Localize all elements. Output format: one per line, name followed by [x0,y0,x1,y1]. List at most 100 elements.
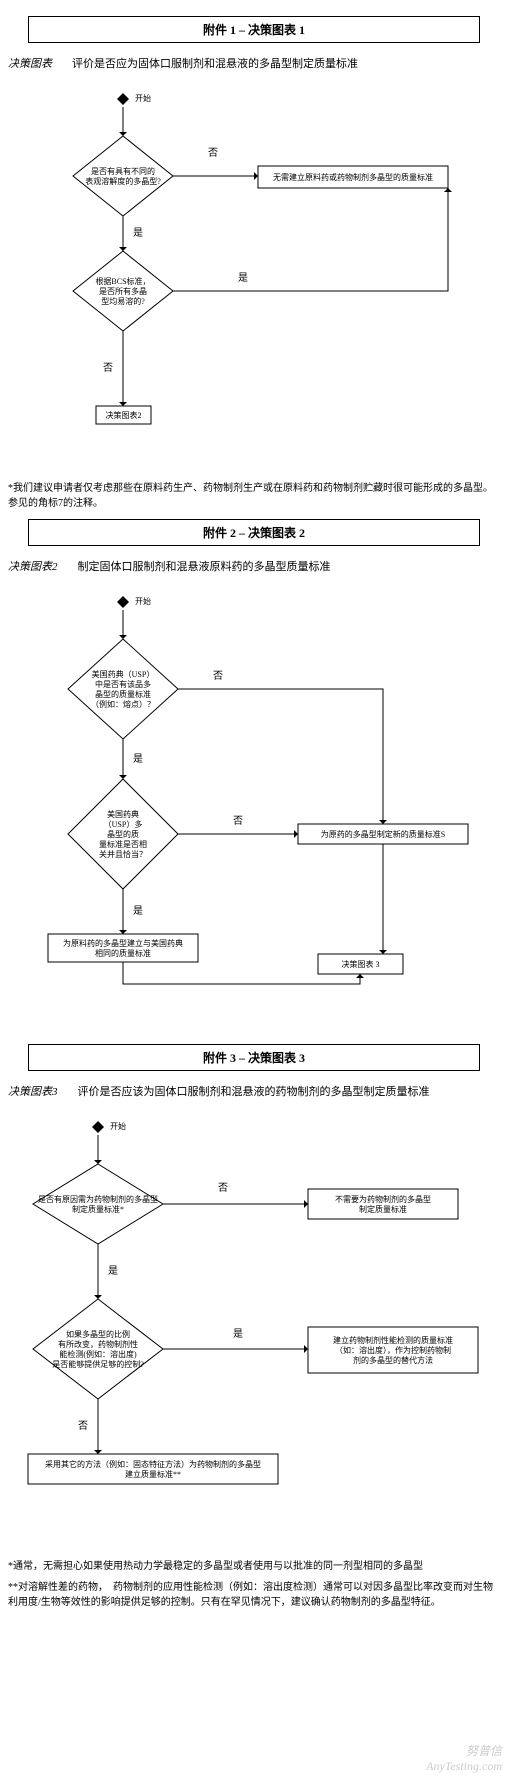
footnote: *我们建议申请者仅考虑那些在原料药生产、药物制剂生产或在原料药和药物制剂贮藏时很… [8,481,500,511]
node-r2c: 决策图表 3 [318,954,403,974]
edge: 否 [163,1182,308,1208]
section-label: 决策图表2 [8,558,58,574]
svg-text:美国药典: 美国药典 [107,809,139,819]
svg-text:为原药的多晶型制定新的质量标准S: 为原药的多晶型制定新的质量标准S [321,829,445,839]
svg-text:开始: 开始 [135,93,151,103]
svg-text:表观溶解度的多晶型?: 表观溶解度的多晶型? [85,176,161,186]
section-subtitle: 评价是否应为固体口服制剂和混悬液的多晶型制定质量标准 [72,55,358,71]
section-header: 附件 3 – 决策图表 3 [28,1044,480,1071]
svg-text:是: 是 [133,905,143,917]
edge [94,1135,102,1164]
svg-text:是: 是 [133,753,143,765]
watermark-line: AnyTesting.com [426,1759,502,1773]
node-r3b: 建立药物制剂性能检测的质量标准（如：溶出度），作为控制药物制剂的多晶型的替代方法 [308,1327,478,1373]
edge: 是 [119,739,143,779]
flowchart-1: 否是是否开始是否有具有不同的表观溶解度的多晶型?无需建立原料药或药物制剂多晶型的… [8,81,496,461]
svg-text:（如：溶出度），作为控制药物制: （如：溶出度），作为控制药物制 [335,1345,451,1355]
svg-text:决策图表 3: 决策图表 3 [342,959,380,969]
svg-text:是否所有多晶: 是否所有多晶 [99,286,147,296]
edge: 是 [94,1244,118,1299]
subtitle-row: 决策图表 评价是否应为固体口服制剂和混悬液的多晶型制定质量标准 [8,55,500,71]
flowchart-3: 否是是否开始是否有原因需为药物制剂的多晶型制定质量标准*不需要为药物制剂的多晶型… [8,1109,496,1539]
svg-text:晶型的质量标准: 晶型的质量标准 [95,689,151,699]
svg-text:否: 否 [213,670,223,682]
subtitle-row: 决策图表3 评价是否应该为固体口服制剂和混悬液的药物制剂的多晶型制定质量标准 [8,1083,500,1099]
svg-text:决策图表2: 决策图表2 [106,410,142,420]
svg-text:有所改变，药物制剂性: 有所改变，药物制剂性 [58,1339,138,1349]
edge: 是 [163,1328,308,1353]
svg-text:是否有原因需为药物制剂的多晶型: 是否有原因需为药物制剂的多晶型 [38,1194,158,1204]
section-2: 附件 2 – 决策图表 2 决策图表2 制定固体口服制剂和混悬液原料药的多晶型质量标… [8,519,500,1024]
svg-text:制定质量标准*: 制定质量标准* [72,1204,124,1214]
node-start2: 开始 [117,596,151,608]
subtitle-row: 决策图表2 制定固体口服制剂和混悬液原料药的多晶型质量标准 [8,558,500,574]
svg-text:根据BCS标准，: 根据BCS标准， [95,276,150,286]
edge: 是 [119,216,143,251]
svg-text:关并且恰当？: 关并且恰当？ [99,849,147,859]
svg-text:（USP）多: （USP）多 [104,819,143,829]
section-header: 附件 1 – 决策图表 1 [28,16,480,43]
chart-container: 否是是否开始是否有具有不同的表观溶解度的多晶型?无需建立原料药或药物制剂多晶型的… [8,81,500,461]
svg-text:否: 否 [78,1420,88,1432]
svg-text:如果多晶型的比例: 如果多晶型的比例 [66,1329,130,1339]
svg-text:采用其它的方法（例如：固态特征方法）为药物制剂的多晶型: 采用其它的方法（例如：固态特征方法）为药物制剂的多晶型 [45,1459,261,1469]
section-subtitle: 评价是否应该为固体口服制剂和混悬液的药物制剂的多晶型制定质量标准 [78,1083,430,1099]
node-d1a: 是否有具有不同的表观溶解度的多晶型? [73,136,173,216]
node-d2b: 美国药典（USP）多晶型的质量标准是否相关并且恰当？ [68,779,178,889]
svg-text:量标准是否相: 量标准是否相 [99,839,147,849]
svg-text:建立药物制剂性能检测的质量标准: 建立药物制剂性能检测的质量标准 [333,1335,453,1345]
section-1: 附件 1 – 决策图表 1 决策图表 评价是否应为固体口服制剂和混悬液的多晶型制定质… [8,16,500,511]
node-r3c: 采用其它的方法（例如：固态特征方法）为药物制剂的多晶型建立质量标准** [28,1454,278,1484]
svg-text:为原料药的多晶型建立与美国药典: 为原料药的多晶型建立与美国药典 [63,938,183,948]
footnote: *通常，无需担心如果使用热动力学最稳定的多晶型或者使用与以批准的同一剂型相同的多… [8,1559,500,1574]
edge [119,107,127,136]
svg-text:不需要为药物制剂的多晶型: 不需要为药物制剂的多晶型 [335,1194,431,1204]
edge: 是 [173,188,452,291]
section-subtitle: 制定固体口服制剂和混悬液原料药的多晶型质量标准 [78,558,331,574]
node-r2a: 为原药的多晶型制定新的质量标准S [298,824,468,844]
flowchart-2: 否是否是开始美国药典（USP）中是否有该品多晶型的质量标准（例如：熔点）？美国药… [8,584,496,1024]
watermark-line: 努普信 [426,1744,502,1758]
node-r2b: 为原料药的多晶型建立与美国药典相同的质量标准 [48,934,198,962]
section-3: 附件 3 – 决策图表 3 决策图表3 评价是否应该为固体口服制剂和混悬液的药物制剂… [8,1044,500,1574]
svg-text:剂的多晶型的替代方法: 剂的多晶型的替代方法 [353,1355,433,1365]
svg-text:建立质量标准**: 建立质量标准** [125,1469,181,1479]
section-header: 附件 2 – 决策图表 2 [28,519,480,546]
svg-text:晶型的质: 晶型的质 [107,829,139,839]
node-r1b: 决策图表2 [96,406,151,424]
svg-text:能检测(例如：溶出度): 能检测(例如：溶出度) [59,1349,137,1359]
svg-text:是否有具有不同的: 是否有具有不同的 [91,166,155,176]
svg-text:是否能够提供足够的控制?: 是否能够提供足够的控制? [52,1359,144,1369]
svg-text:中是否有该品多: 中是否有该品多 [95,679,151,689]
edge: 否 [103,331,127,406]
node-r1a: 无需建立原料药或药物制剂多晶型的质量标准 [258,166,448,188]
edge: 否 [178,670,387,824]
node-d1b: 根据BCS标准，是否所有多晶型均易溶的? [73,251,173,331]
node-d2a: 美国药典（USP）中是否有该品多晶型的质量标准（例如：熔点）？ [68,639,178,739]
svg-text:型均易溶的?: 型均易溶的? [101,296,145,306]
svg-text:是: 是 [133,227,143,239]
svg-text:是: 是 [233,1328,243,1340]
edge: 否 [78,1399,102,1454]
svg-text:开始: 开始 [135,596,151,606]
watermark: 努普信AnyTesting.com [426,1744,502,1773]
section-label: 决策图表3 [8,1083,58,1099]
node-d3a: 是否有原因需为药物制剂的多晶型制定质量标准* [33,1164,163,1244]
svg-text:（例如：熔点）？: （例如：熔点）？ [91,699,155,709]
edge [119,610,127,639]
svg-text:无需建立原料药或药物制剂多晶型的质量标准: 无需建立原料药或药物制剂多晶型的质量标准 [273,172,433,182]
chart-container: 否是否是开始美国药典（USP）中是否有该品多晶型的质量标准（例如：熔点）？美国药… [8,584,500,1024]
edge: 否 [173,147,258,180]
section-label: 决策图表 [8,55,52,71]
svg-text:制定质量标准: 制定质量标准 [359,1204,407,1214]
svg-text:否: 否 [208,147,218,159]
node-d3b: 如果多晶型的比例有所改变，药物制剂性能检测(例如：溶出度)是否能够提供足够的控制… [33,1299,163,1399]
edge [379,844,387,954]
svg-text:是: 是 [238,272,248,284]
svg-text:相同的质量标准: 相同的质量标准 [95,948,151,958]
final-footnote: **对溶解性差的药物， 药物制剂的应用性能检测（例如：溶出度检测）通常可以对因多… [8,1580,500,1610]
svg-text:是: 是 [108,1265,118,1277]
svg-text:否: 否 [233,815,243,827]
svg-text:美国药典（USP）: 美国药典（USP） [92,669,155,679]
svg-text:否: 否 [218,1182,228,1194]
